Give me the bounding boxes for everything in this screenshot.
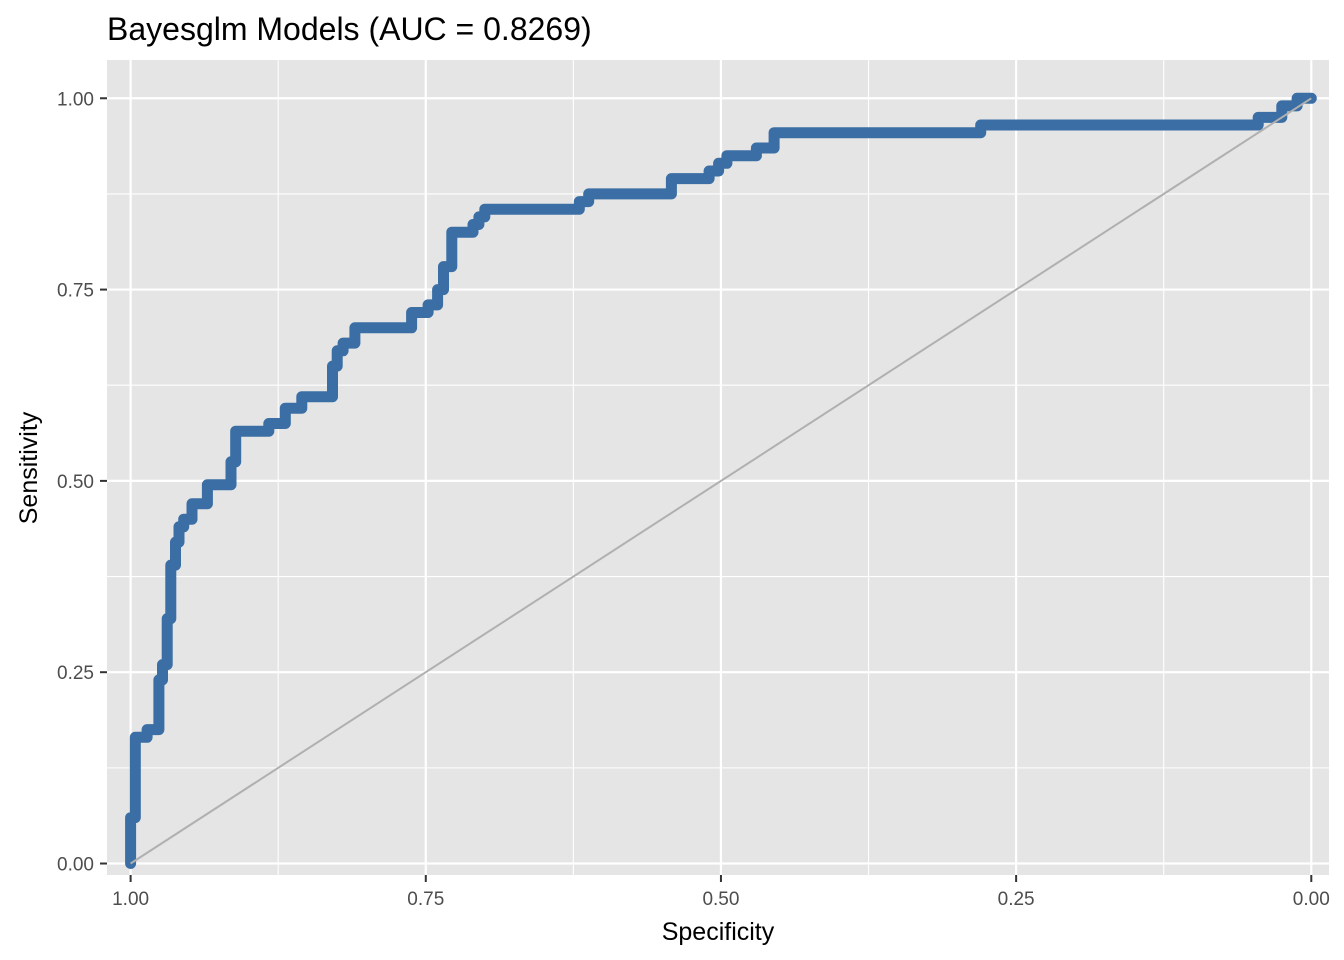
y-axis-title: Sensitivity	[15, 411, 43, 524]
x-tick-label: 1.00	[112, 889, 149, 910]
chart-title: Bayesglm Models (AUC = 0.8269)	[107, 11, 592, 47]
axes: 1.00 0.75 0.50 0.25 0.00 0.00 0.25 0.50 0.75 1.00	[57, 89, 1330, 910]
y-tick-label: 0.50	[57, 472, 94, 493]
x-axis-title: Specificity	[662, 918, 775, 946]
x-tick-label: 0.25	[998, 889, 1035, 910]
plot-panel	[107, 60, 1329, 875]
x-tick-label: 0.00	[1293, 889, 1330, 910]
y-tick-label: 0.00	[57, 855, 94, 876]
roc-curve-line	[125, 92, 1317, 869]
x-tick-label: 0.75	[407, 889, 444, 910]
x-tick-label: 0.50	[702, 889, 739, 910]
grid-lines	[107, 60, 1329, 875]
series-layer	[125, 92, 1317, 869]
y-tick-label: 1.00	[57, 89, 94, 110]
y-tick-label: 0.25	[57, 663, 94, 684]
reference-diagonal-line	[130, 97, 1312, 865]
y-tick-label: 0.75	[57, 281, 94, 302]
